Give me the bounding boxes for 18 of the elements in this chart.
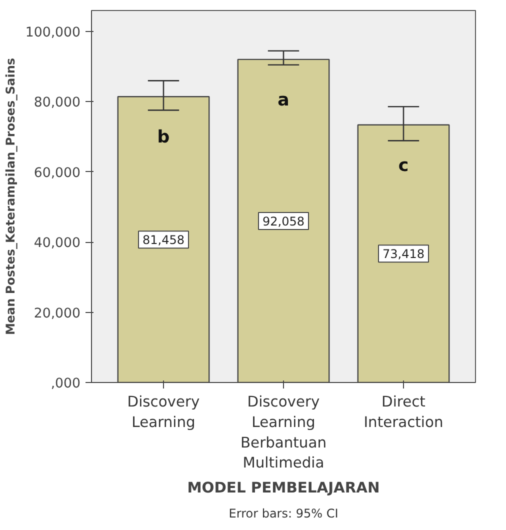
text: Error bars: 95% CI: [228, 506, 338, 520]
y-axis-title: Mean Postes_Keterampilan_Proses_Sains: [3, 58, 18, 336]
data-label: 92,058: [262, 214, 305, 228]
annotation: a: [278, 90, 290, 110]
x-axis-title: MODEL PEMBELAJARAN: [187, 480, 380, 497]
x-tick-label: Discovery Learning Berbantuan Multimedia: [240, 394, 326, 472]
data-label: 81,458: [142, 233, 185, 248]
annotation: b: [157, 128, 170, 148]
y-tick-label: 20,000: [34, 306, 81, 322]
data-label: 73,418: [382, 247, 425, 262]
x-tick-label: Discovery Learning: [127, 394, 200, 431]
x-tick-label: Direct Interaction: [364, 394, 444, 431]
y-tick-label: 60,000: [34, 166, 81, 181]
annotation: c: [398, 156, 409, 176]
y-tick-label: 40,000: [34, 236, 81, 252]
y-tick-label: 100,000: [25, 26, 81, 41]
y-tick-label: ,000: [50, 376, 81, 392]
y-tick-label: 80,000: [34, 96, 81, 111]
